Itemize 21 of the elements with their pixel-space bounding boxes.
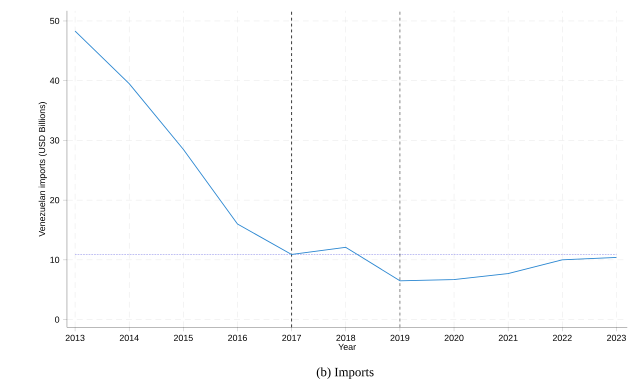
line-series	[74, 30, 617, 282]
y-tick-label: 0	[54, 316, 60, 323]
x-tick-label: 2021	[498, 334, 518, 341]
x-tick-label: 2016	[228, 334, 247, 341]
x-tick-label: 2020	[444, 334, 464, 341]
text: (b) Imports	[316, 367, 374, 379]
x-tick-label: 2013	[66, 334, 85, 341]
y-tick-label: 40	[50, 77, 60, 84]
x-tick-label: 2019	[390, 334, 410, 341]
x-tick-label: 2014	[120, 334, 139, 341]
x-tick-label: 2023	[607, 334, 626, 341]
y-tick-label: 30	[50, 137, 60, 144]
x-tick-label: 2017	[282, 334, 302, 341]
x-tick-label: 2022	[552, 334, 572, 341]
x-axis-title: Year	[338, 344, 356, 350]
x-tick-label: 2018	[336, 334, 356, 341]
y-tick-label: 50	[50, 18, 60, 24]
x-tick-label: 2015	[174, 334, 193, 341]
y-tick-label: 20	[50, 196, 60, 204]
y-tick-label: 10	[50, 256, 60, 263]
y-axis-title: Venezuelan imports (USD Billions)	[38, 102, 47, 236]
